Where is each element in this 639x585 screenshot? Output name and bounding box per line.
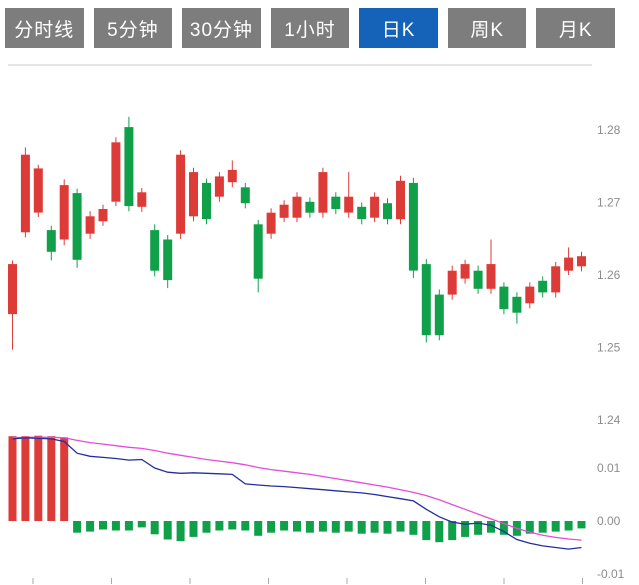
x-axis-ticks — [32, 578, 583, 584]
svg-text:1.27: 1.27 — [597, 196, 621, 210]
macd-histogram — [8, 435, 586, 543]
tab-1hour[interactable]: 1小时 — [270, 8, 350, 48]
tab-minute-line[interactable]: 分时线 — [5, 8, 84, 48]
macd-line-dif — [12, 437, 582, 550]
svg-text:1.25: 1.25 — [597, 341, 621, 355]
tab-daily-k[interactable]: 日K — [359, 8, 438, 48]
svg-text:0.01: 0.01 — [597, 461, 621, 475]
macd-axis-labels: 0.01 0.00 -0.01 — [597, 461, 625, 581]
macd-line-dea — [12, 436, 582, 541]
svg-text:1.28: 1.28 — [597, 123, 621, 137]
svg-text:0.00: 0.00 — [597, 514, 621, 528]
candles — [8, 116, 586, 350]
price-axis-labels: 1.28 1.27 1.26 1.25 1.24 — [597, 123, 621, 427]
svg-text:1.24: 1.24 — [597, 413, 621, 427]
tab-monthly-k[interactable]: 月K — [536, 8, 616, 48]
tab-5min[interactable]: 5分钟 — [93, 8, 173, 48]
svg-text:1.26: 1.26 — [597, 268, 621, 282]
timeframe-tabbar: 分时线 5分钟 30分钟 1小时 日K 周K 月K — [5, 8, 616, 48]
tab-weekly-k[interactable]: 周K — [447, 8, 527, 48]
tab-30min[interactable]: 30分钟 — [182, 8, 261, 48]
svg-text:-0.01: -0.01 — [597, 567, 625, 581]
